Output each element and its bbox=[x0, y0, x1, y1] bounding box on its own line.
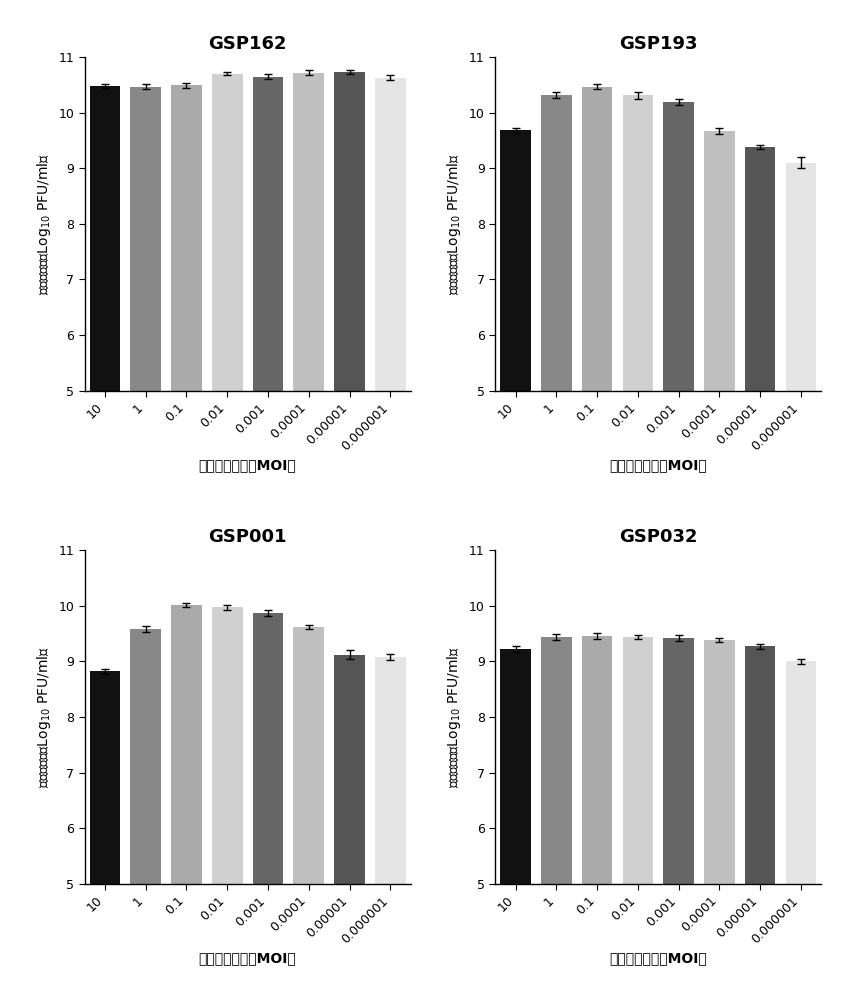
Bar bbox=[786, 163, 816, 391]
Bar bbox=[294, 627, 324, 884]
X-axis label: 最佳感染复数（MOI）: 最佳感染复数（MOI） bbox=[609, 951, 707, 965]
Y-axis label: 噬菌体效价（Log$_{10}$ PFU/ml）: 噬菌体效价（Log$_{10}$ PFU/ml） bbox=[445, 153, 463, 295]
Bar bbox=[704, 640, 734, 884]
Bar bbox=[663, 638, 694, 884]
Bar bbox=[294, 73, 324, 391]
Bar bbox=[334, 655, 365, 884]
Bar bbox=[253, 613, 283, 884]
Bar bbox=[622, 637, 653, 884]
Bar bbox=[375, 657, 406, 884]
Bar bbox=[253, 77, 283, 391]
Bar bbox=[622, 95, 653, 391]
Bar bbox=[500, 649, 531, 884]
Bar bbox=[500, 130, 531, 391]
Bar bbox=[745, 147, 776, 391]
Y-axis label: 噬菌体效价（Log$_{10}$ PFU/ml）: 噬菌体效价（Log$_{10}$ PFU/ml） bbox=[445, 646, 463, 788]
Bar bbox=[375, 78, 406, 391]
Bar bbox=[541, 637, 572, 884]
Bar bbox=[130, 87, 161, 391]
X-axis label: 最佳感染复数（MOI）: 最佳感染复数（MOI） bbox=[199, 951, 296, 965]
Bar bbox=[212, 607, 242, 884]
Bar bbox=[663, 102, 694, 391]
Bar bbox=[90, 671, 120, 884]
Bar bbox=[786, 661, 816, 884]
Bar bbox=[745, 646, 776, 884]
Y-axis label: 噬菌体效价（Log$_{10}$ PFU/ml）: 噬菌体效价（Log$_{10}$ PFU/ml） bbox=[35, 646, 53, 788]
Bar bbox=[171, 85, 202, 391]
Title: GSP001: GSP001 bbox=[208, 528, 287, 546]
X-axis label: 最佳感染复数（MOI）: 最佳感染复数（MOI） bbox=[199, 458, 296, 472]
Bar bbox=[130, 629, 161, 884]
Bar bbox=[582, 636, 612, 884]
Title: GSP032: GSP032 bbox=[619, 528, 698, 546]
Title: GSP193: GSP193 bbox=[619, 35, 698, 53]
Bar bbox=[582, 87, 612, 391]
Bar bbox=[541, 95, 572, 391]
Bar bbox=[90, 86, 120, 391]
Y-axis label: 噬菌体效价（Log$_{10}$ PFU/ml）: 噬菌体效价（Log$_{10}$ PFU/ml） bbox=[35, 153, 53, 295]
Title: GSP162: GSP162 bbox=[208, 35, 287, 53]
X-axis label: 最佳感染复数（MOI）: 最佳感染复数（MOI） bbox=[609, 458, 707, 472]
Bar bbox=[171, 605, 202, 884]
Bar bbox=[212, 74, 242, 391]
Bar bbox=[334, 72, 365, 391]
Bar bbox=[704, 131, 734, 391]
